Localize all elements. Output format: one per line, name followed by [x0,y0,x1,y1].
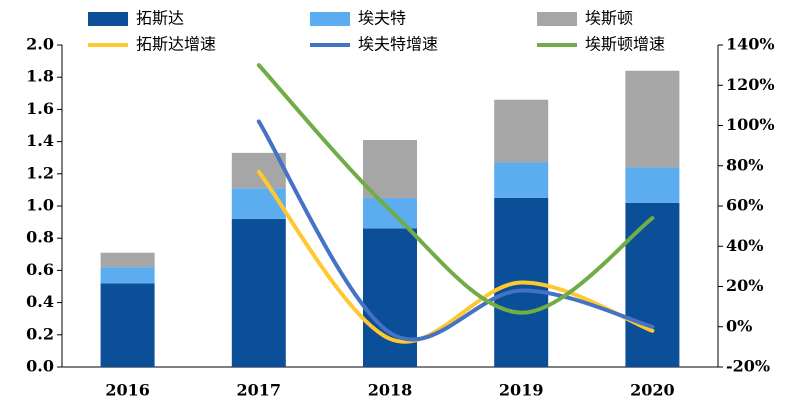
bar [231,188,286,219]
y-tick-label: 1.0 [26,196,54,215]
growth-line [256,119,655,342]
y-tick-label: 0.0 [26,357,54,376]
y-tick-label: 0.4 [26,292,54,311]
y-tick-label: 0.8 [26,228,54,247]
y2-tick-label: 120% [726,75,775,94]
x-tick-label: 2019 [499,381,544,400]
y2-tick-label: 80% [726,155,763,174]
y2-tick-label: 140% [726,35,775,54]
growth-line [256,63,655,315]
bar [625,202,680,367]
x-tick-label: 2017 [237,381,282,400]
bar [231,218,286,367]
bar [100,252,155,268]
y2-tick-label: 40% [726,236,763,255]
bar [100,267,155,284]
y-tick-label: 2.0 [26,35,54,54]
bar [494,99,549,163]
bar [494,162,549,198]
legend-label: 拓斯达 [136,9,184,28]
legend-label: 埃斯顿 [585,9,633,28]
y2-tick-label: 0% [726,316,752,335]
y2-tick-label: 100% [726,115,775,134]
y-tick-label: 1.2 [26,163,54,182]
x-tick-label: 2016 [105,381,150,400]
growth-line [256,169,655,344]
legend-swatch [88,12,128,26]
bar [625,167,680,203]
y-tick-label: 0.6 [26,260,54,279]
y-tick-label: 0.2 [26,324,54,343]
bar [100,283,155,367]
bar [363,197,417,229]
legend-label: 拓斯达增速 [136,35,216,54]
bar [363,228,417,367]
x-tick-label: 2018 [368,381,413,400]
y-tick-label: 1.8 [26,67,54,86]
y2-tick-label: -20% [726,357,770,376]
y2-tick-label: 60% [726,196,763,215]
y2-tick-label: 20% [726,276,763,295]
x-tick-label: 2020 [630,381,675,400]
legend-swatch [537,12,577,26]
bar [363,139,417,198]
y-tick-label: 1.4 [26,131,54,150]
legend-label: 埃夫特增速 [358,35,438,54]
y-tick-label: 1.6 [26,99,54,118]
legend-label: 埃斯顿增速 [585,35,665,54]
legend-swatch [310,12,350,26]
legend-label: 埃夫特 [358,9,406,28]
bar [625,70,680,168]
